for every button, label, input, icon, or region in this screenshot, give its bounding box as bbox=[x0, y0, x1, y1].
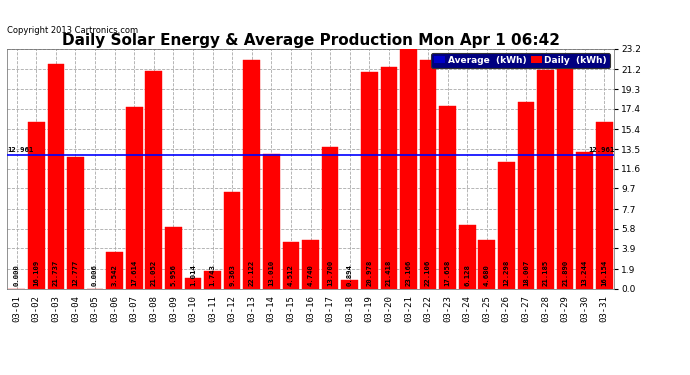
Text: 16.109: 16.109 bbox=[33, 260, 39, 286]
Text: 13.700: 13.700 bbox=[327, 260, 333, 286]
Text: 23.166: 23.166 bbox=[406, 260, 411, 286]
Bar bbox=[28, 122, 45, 289]
Text: 21.737: 21.737 bbox=[53, 260, 59, 286]
Bar bbox=[400, 49, 417, 289]
Bar bbox=[420, 60, 436, 289]
Bar bbox=[146, 71, 162, 289]
Text: 1.014: 1.014 bbox=[190, 264, 196, 286]
Text: 21.052: 21.052 bbox=[151, 260, 157, 286]
Bar bbox=[498, 162, 515, 289]
Text: 22.122: 22.122 bbox=[248, 260, 255, 286]
Bar bbox=[204, 271, 221, 289]
Bar bbox=[165, 227, 181, 289]
Bar bbox=[518, 102, 534, 289]
Text: 5.956: 5.956 bbox=[170, 264, 177, 286]
Bar bbox=[185, 278, 201, 289]
Text: 0.006: 0.006 bbox=[92, 264, 98, 286]
Bar bbox=[440, 106, 456, 289]
Bar bbox=[380, 67, 397, 289]
Bar bbox=[361, 72, 377, 289]
Title: Daily Solar Energy & Average Production Mon Apr 1 06:42: Daily Solar Energy & Average Production … bbox=[61, 33, 560, 48]
Text: 22.106: 22.106 bbox=[425, 260, 431, 286]
Bar bbox=[342, 279, 358, 289]
Text: 4.680: 4.680 bbox=[484, 264, 490, 286]
Bar bbox=[224, 192, 241, 289]
Text: 16.154: 16.154 bbox=[601, 260, 607, 286]
Text: 12.298: 12.298 bbox=[504, 260, 509, 286]
Text: 3.542: 3.542 bbox=[112, 264, 117, 286]
Bar bbox=[283, 242, 299, 289]
Text: 13.244: 13.244 bbox=[582, 260, 588, 286]
Bar bbox=[478, 240, 495, 289]
Text: 12.961: 12.961 bbox=[7, 147, 33, 153]
Text: 6.128: 6.128 bbox=[464, 264, 470, 286]
Text: 21.418: 21.418 bbox=[386, 260, 392, 286]
Text: 20.978: 20.978 bbox=[366, 260, 373, 286]
Text: 18.007: 18.007 bbox=[523, 260, 529, 286]
Text: 13.010: 13.010 bbox=[268, 260, 275, 286]
Bar bbox=[67, 157, 83, 289]
Text: 12.777: 12.777 bbox=[72, 260, 79, 286]
Bar bbox=[126, 106, 143, 289]
Bar bbox=[48, 64, 64, 289]
Text: 4.512: 4.512 bbox=[288, 264, 294, 286]
Text: 4.740: 4.740 bbox=[308, 264, 313, 286]
Bar bbox=[244, 60, 260, 289]
Bar bbox=[576, 152, 593, 289]
Text: 21.890: 21.890 bbox=[562, 260, 568, 286]
Text: 9.363: 9.363 bbox=[229, 264, 235, 286]
Bar bbox=[322, 147, 338, 289]
Legend: Average  (kWh), Daily  (kWh): Average (kWh), Daily (kWh) bbox=[431, 53, 609, 68]
Bar bbox=[557, 62, 573, 289]
Text: 12.961: 12.961 bbox=[588, 147, 614, 153]
Bar bbox=[106, 252, 123, 289]
Bar bbox=[459, 225, 475, 289]
Bar bbox=[538, 70, 554, 289]
Text: 1.743: 1.743 bbox=[210, 264, 215, 286]
Bar bbox=[302, 240, 319, 289]
Text: 0.000: 0.000 bbox=[14, 264, 20, 286]
Bar bbox=[263, 154, 279, 289]
Text: 21.185: 21.185 bbox=[542, 260, 549, 286]
Text: Copyright 2013 Cartronics.com: Copyright 2013 Cartronics.com bbox=[7, 26, 138, 35]
Text: 0.894: 0.894 bbox=[346, 264, 353, 286]
Bar bbox=[596, 122, 613, 289]
Text: 17.614: 17.614 bbox=[131, 260, 137, 286]
Text: 17.658: 17.658 bbox=[444, 260, 451, 286]
